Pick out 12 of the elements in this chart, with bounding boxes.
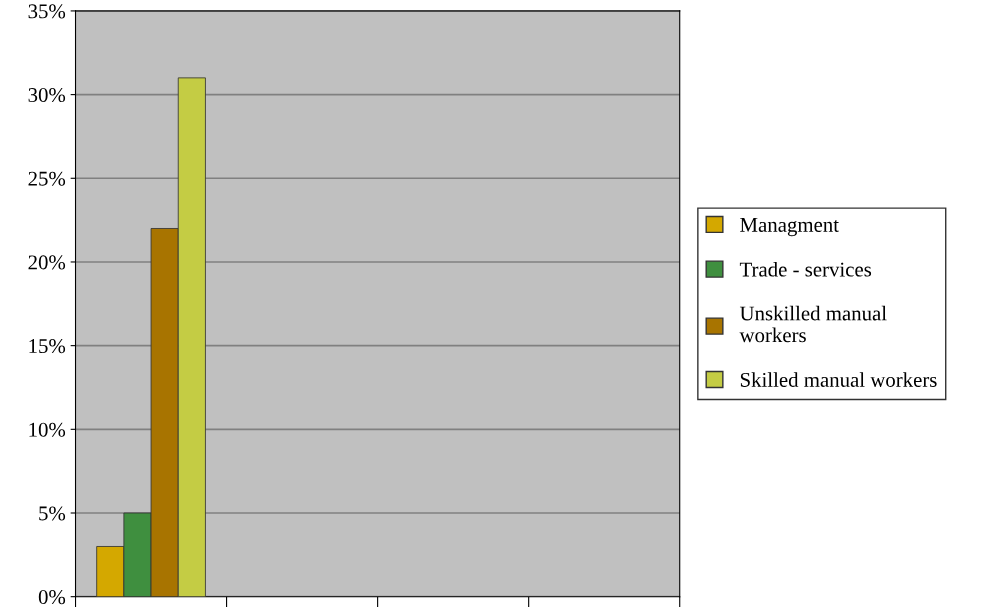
y-tick-label: 0% — [38, 590, 66, 605]
y-tick-label: 15% — [29, 339, 66, 354]
y-tick-label: 10% — [29, 422, 66, 437]
legend-label: Unskilled manual workers — [739, 305, 887, 343]
legend-label: Managment — [740, 218, 839, 237]
y-tick-label: 5% — [39, 506, 66, 521]
y-tick-label: 25% — [28, 171, 66, 186]
y-tick-label: 30% — [28, 87, 66, 103]
legend-label: Skilled manual workers — [740, 372, 937, 387]
y-tick-label: 35% — [28, 4, 66, 19]
y-tick-label: 20% — [28, 255, 66, 270]
legend-label: Trade - services — [739, 261, 872, 277]
